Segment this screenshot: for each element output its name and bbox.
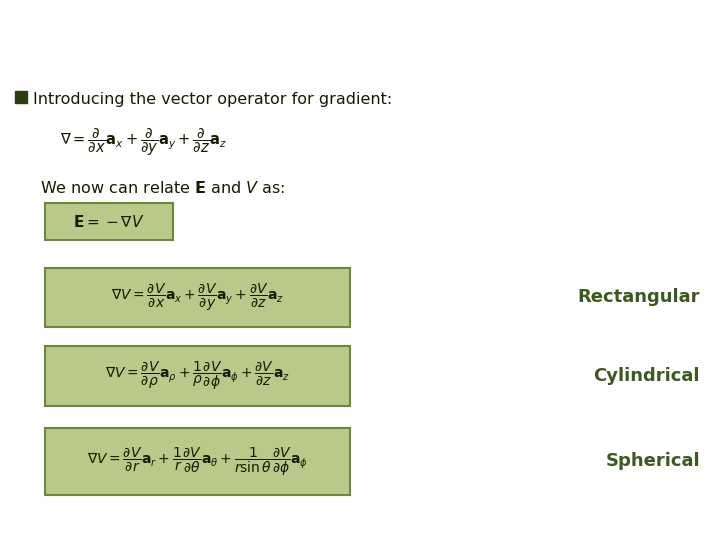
Text: We now can relate $\mathbf{E}$ and $V$ as:: We now can relate $\mathbf{E}$ and $V$ a… <box>40 180 285 196</box>
Bar <box>45 268 350 327</box>
Bar <box>45 347 350 406</box>
Bar <box>15 91 27 103</box>
Text: Spherical: Spherical <box>606 453 700 470</box>
Text: $\nabla V = \dfrac{\partial V}{\partial \rho}\mathbf{a}_\rho + \dfrac{1}{\rho}\d: $\nabla V = \dfrac{\partial V}{\partial … <box>105 360 290 392</box>
Text: EEM 6/14: EEM 6/14 <box>629 516 684 529</box>
Text: Chapter 4   Energy and Potential: Chapter 4 Energy and Potential <box>203 9 373 19</box>
Text: Rectangular: Rectangular <box>577 288 700 306</box>
Text: Cylindrical: Cylindrical <box>593 367 700 385</box>
Bar <box>45 428 350 495</box>
Text: $\nabla V = \dfrac{\partial V}{\partial x}\mathbf{a}_x + \dfrac{\partial V}{\par: $\nabla V = \dfrac{\partial V}{\partial … <box>111 282 284 313</box>
Text: Potential Gradient: Potential Gradient <box>397 42 713 71</box>
Text: Erwin Sitompul: Erwin Sitompul <box>315 516 405 529</box>
Text: $\nabla = \dfrac{\partial}{\partial x}\mathbf{a}_x + \dfrac{\partial}{\partial y: $\nabla = \dfrac{\partial}{\partial x}\m… <box>60 126 228 158</box>
Text: $\mathbf{E} = -\nabla V$: $\mathbf{E} = -\nabla V$ <box>73 214 145 230</box>
Bar <box>45 204 173 240</box>
Text: Introducing the vector operator for gradient:: Introducing the vector operator for grad… <box>33 92 392 106</box>
Text: President University: President University <box>36 516 155 529</box>
Text: $\nabla V = \dfrac{\partial V}{\partial r}\mathbf{a}_r + \dfrac{1}{r}\dfrac{\par: $\nabla V = \dfrac{\partial V}{\partial … <box>87 446 308 477</box>
